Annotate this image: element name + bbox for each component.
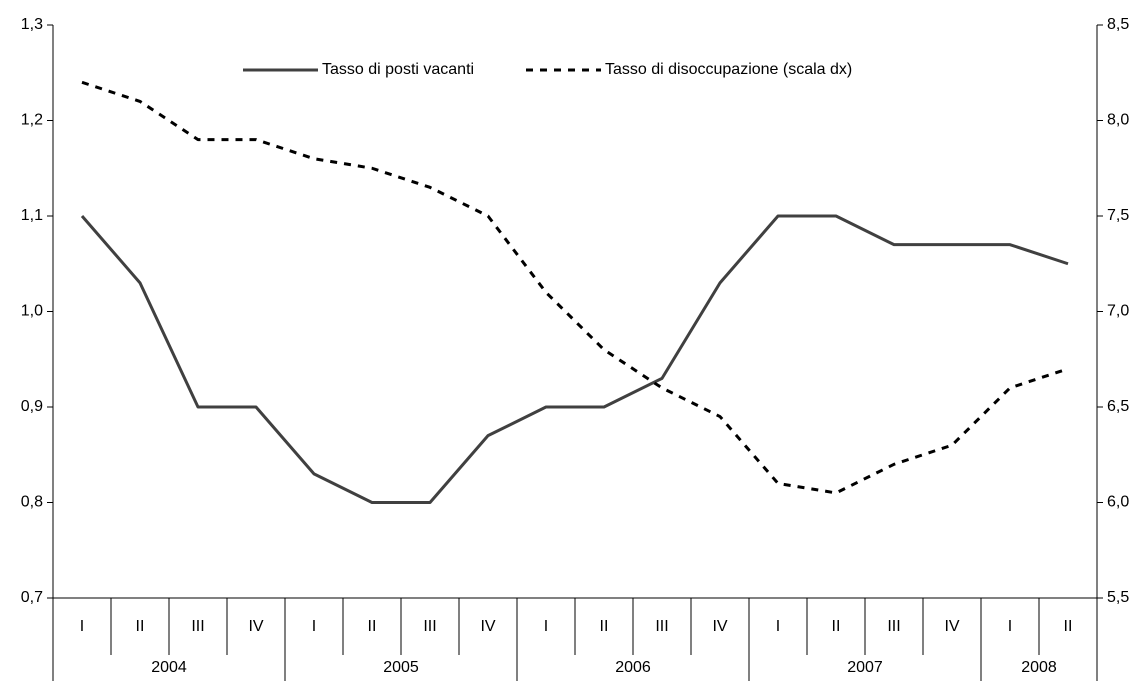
y2-tick-label: 7,0 — [1107, 303, 1129, 320]
y2-tick-label: 8,5 — [1107, 16, 1129, 33]
year-label: 2007 — [847, 659, 883, 676]
x-tick-label: I — [544, 618, 548, 635]
series-line — [80, 214, 1069, 504]
x-tick-label: I — [1008, 618, 1012, 635]
x-tick-label: II — [600, 618, 609, 635]
x-tick-label: IV — [248, 618, 263, 635]
year-label: 2005 — [383, 659, 419, 676]
y-tick-label: 1,0 — [21, 303, 43, 320]
x-tick-label: IV — [480, 618, 495, 635]
x-tick-label: IV — [944, 618, 959, 635]
year-label: 2006 — [615, 659, 651, 676]
x-tick-label: II — [136, 618, 145, 635]
y2-tick-label: 6,0 — [1107, 494, 1129, 511]
y-tick-label: 0,7 — [21, 589, 43, 606]
y-tick-label: 0,8 — [21, 494, 43, 511]
y2-tick-label: 8,0 — [1107, 112, 1129, 129]
y2-tick-label: 7,5 — [1107, 207, 1129, 224]
x-tick-label: IV — [712, 618, 727, 635]
x-tick-label: III — [191, 618, 204, 635]
year-label: 2004 — [151, 659, 187, 676]
legend-label: Tasso di posti vacanti — [322, 61, 474, 78]
x-tick-label: II — [1064, 618, 1073, 635]
y-tick-label: 1,2 — [21, 112, 43, 129]
y-tick-label: 1,3 — [21, 16, 43, 33]
x-tick-label: I — [312, 618, 316, 635]
x-tick-label: II — [832, 618, 841, 635]
y-tick-label: 0,9 — [21, 398, 43, 415]
x-tick-label: III — [423, 618, 436, 635]
x-tick-label: I — [80, 618, 84, 635]
x-tick-label: I — [776, 618, 780, 635]
x-tick-label: II — [368, 618, 377, 635]
x-tick-label: III — [887, 618, 900, 635]
y-tick-label: 1,1 — [21, 207, 43, 224]
x-tick-label: III — [655, 618, 668, 635]
series-line — [81, 80, 1069, 495]
y2-tick-label: 5,5 — [1107, 589, 1129, 606]
year-label: 2008 — [1021, 659, 1057, 676]
legend-label: Tasso di disoccupazione (scala dx) — [605, 61, 852, 78]
y2-tick-label: 6,5 — [1107, 398, 1129, 415]
